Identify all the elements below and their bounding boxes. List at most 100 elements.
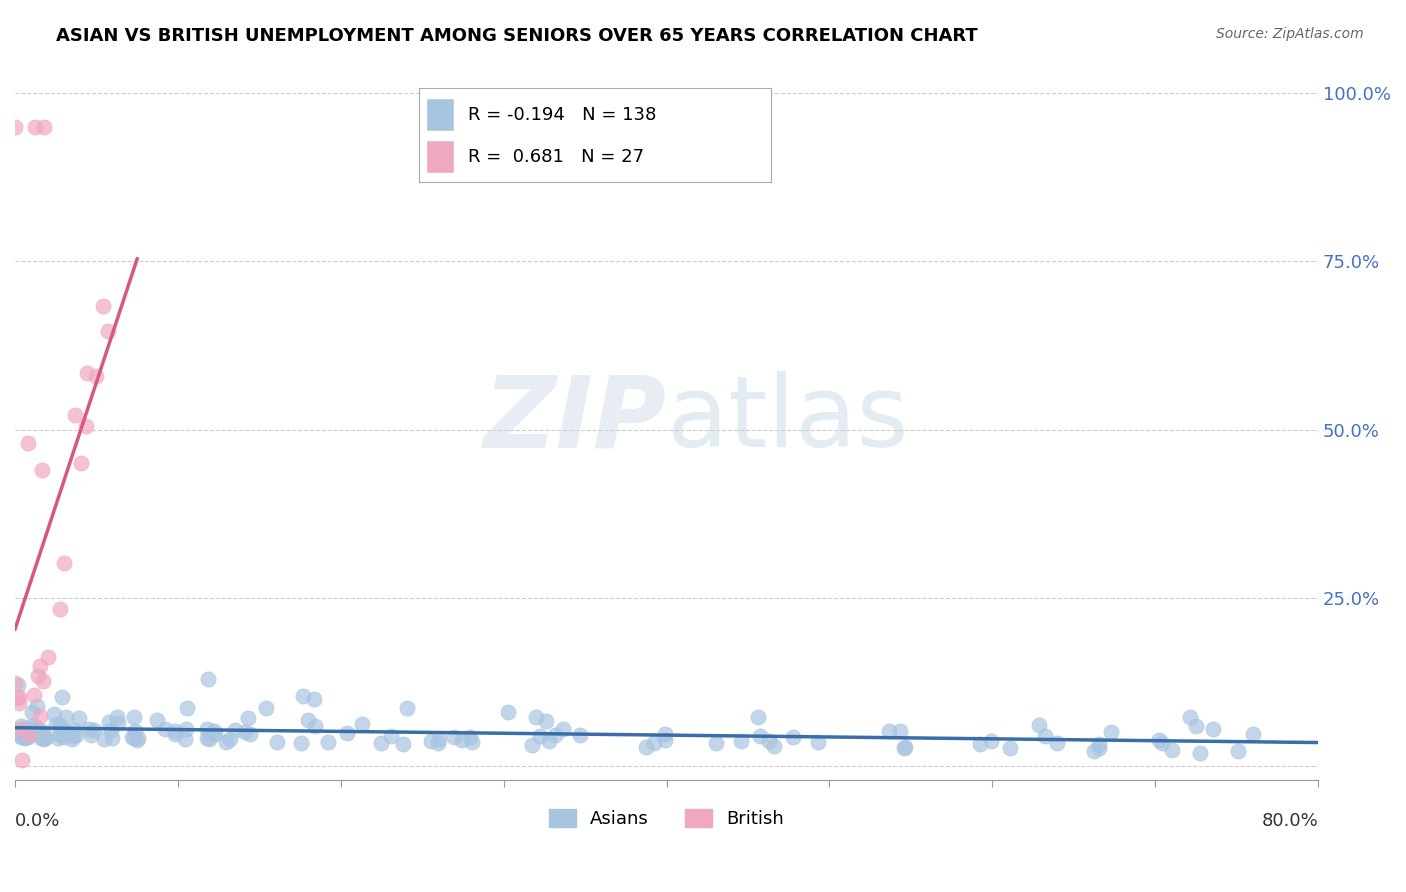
Asians bbox=[21, 705, 44, 719]
British bbox=[7, 690, 30, 705]
Asians bbox=[426, 736, 449, 750]
Asians bbox=[998, 741, 1021, 756]
Asians bbox=[49, 718, 72, 732]
Asians bbox=[30, 726, 52, 740]
British bbox=[4, 120, 27, 134]
Asians bbox=[654, 727, 676, 741]
Asians bbox=[980, 734, 1002, 748]
Asians bbox=[396, 701, 419, 715]
Asians bbox=[46, 731, 69, 745]
Asians bbox=[79, 728, 101, 742]
Asians bbox=[1202, 723, 1225, 737]
Asians bbox=[45, 717, 67, 731]
Asians bbox=[174, 731, 197, 746]
Asians bbox=[290, 735, 312, 749]
Asians bbox=[25, 725, 48, 739]
Asians bbox=[35, 730, 58, 744]
Asians bbox=[51, 723, 73, 737]
Asians bbox=[758, 734, 780, 748]
Asians bbox=[42, 706, 65, 721]
Asians bbox=[304, 691, 326, 706]
Asians bbox=[1226, 744, 1249, 758]
Asians bbox=[52, 730, 75, 744]
Asians bbox=[65, 728, 87, 742]
British bbox=[76, 366, 98, 380]
Asians bbox=[544, 728, 567, 742]
British bbox=[63, 408, 86, 422]
Asians bbox=[10, 730, 32, 744]
British bbox=[28, 709, 51, 723]
Asians bbox=[14, 731, 37, 746]
Asians bbox=[10, 719, 32, 733]
British bbox=[37, 650, 59, 665]
Asians bbox=[443, 731, 465, 745]
Asians bbox=[77, 722, 100, 736]
Asians bbox=[195, 722, 218, 736]
Asians bbox=[24, 723, 46, 737]
Asians bbox=[1083, 744, 1105, 758]
Asians bbox=[889, 723, 911, 738]
Asians bbox=[233, 724, 256, 739]
Asians bbox=[1035, 729, 1057, 743]
Asians bbox=[32, 728, 55, 742]
Asians bbox=[254, 701, 277, 715]
British bbox=[22, 688, 45, 702]
Asians bbox=[747, 710, 769, 724]
Asians bbox=[107, 716, 129, 731]
Asians bbox=[458, 731, 481, 745]
Asians bbox=[31, 724, 53, 739]
Asians bbox=[427, 731, 450, 746]
British bbox=[49, 602, 72, 616]
Asians bbox=[204, 727, 226, 741]
Asians bbox=[894, 740, 917, 755]
Asians bbox=[498, 705, 520, 719]
Asians bbox=[93, 731, 115, 746]
Asians bbox=[13, 721, 35, 735]
Asians bbox=[537, 734, 560, 748]
Asians bbox=[124, 724, 146, 739]
Asians bbox=[25, 698, 48, 713]
Asians bbox=[224, 723, 246, 737]
British bbox=[97, 324, 120, 338]
Asians bbox=[370, 736, 392, 750]
Asians bbox=[236, 711, 259, 725]
British bbox=[8, 723, 31, 737]
Asians bbox=[63, 723, 86, 737]
Text: ZIP: ZIP bbox=[484, 371, 666, 468]
Asians bbox=[127, 731, 149, 745]
Asians bbox=[460, 734, 482, 748]
Asians bbox=[749, 729, 772, 743]
Asians bbox=[316, 735, 339, 749]
Asians bbox=[15, 728, 38, 742]
Asians bbox=[807, 735, 830, 749]
Asians bbox=[1178, 710, 1201, 724]
British bbox=[31, 463, 53, 477]
Asians bbox=[704, 736, 727, 750]
Asians bbox=[1087, 737, 1109, 751]
Asians bbox=[122, 710, 145, 724]
Asians bbox=[215, 735, 238, 749]
Asians bbox=[551, 723, 574, 737]
Asians bbox=[297, 713, 319, 727]
Asians bbox=[62, 729, 84, 743]
Asians bbox=[101, 731, 124, 745]
Asians bbox=[8, 728, 31, 742]
Asians bbox=[105, 710, 128, 724]
Asians bbox=[634, 739, 657, 754]
Asians bbox=[62, 732, 84, 747]
Asians bbox=[7, 678, 30, 692]
Asians bbox=[67, 711, 90, 725]
British bbox=[52, 556, 75, 570]
Asians bbox=[1241, 727, 1264, 741]
Legend: Asians, British: Asians, British bbox=[541, 802, 792, 836]
Asians bbox=[176, 701, 198, 715]
Asians bbox=[536, 714, 558, 728]
British bbox=[4, 675, 27, 690]
British bbox=[32, 120, 55, 134]
Asians bbox=[28, 723, 51, 738]
Asians bbox=[762, 739, 785, 754]
Text: 0.0%: 0.0% bbox=[15, 812, 60, 830]
Asians bbox=[100, 723, 122, 737]
Asians bbox=[145, 713, 167, 727]
Asians bbox=[202, 724, 225, 739]
